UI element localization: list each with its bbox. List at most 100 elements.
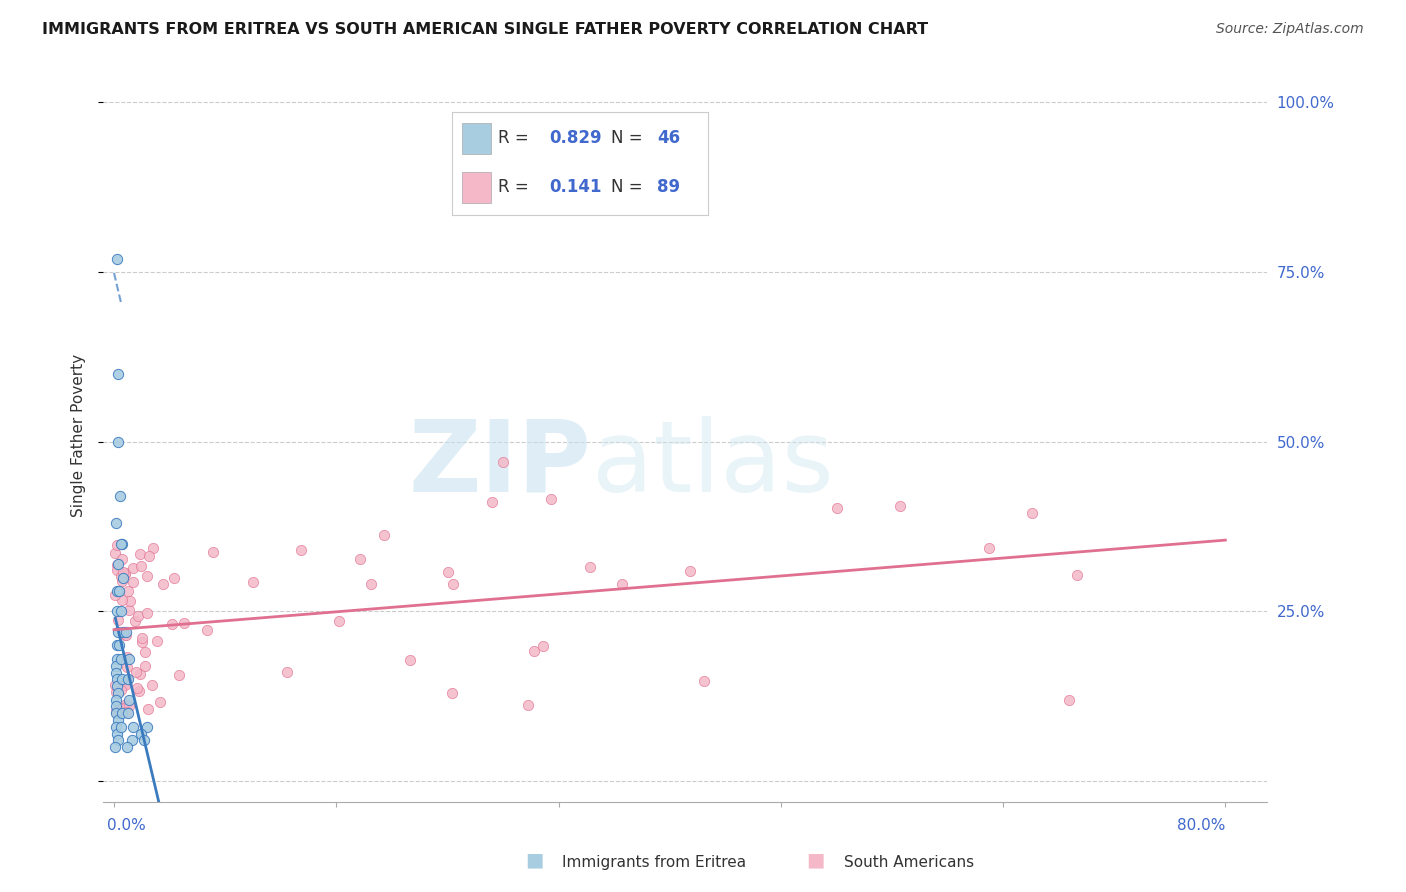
Point xyxy=(105,684,128,698)
Point xyxy=(115,673,138,687)
Point xyxy=(117,584,139,599)
Point xyxy=(441,686,464,700)
Point xyxy=(118,698,141,713)
Point xyxy=(242,575,264,590)
Point xyxy=(127,681,149,695)
Point xyxy=(136,606,159,620)
Point xyxy=(121,561,143,575)
Point xyxy=(481,495,503,509)
Point xyxy=(131,635,153,649)
Point xyxy=(373,528,395,542)
Point xyxy=(117,673,139,687)
Point xyxy=(679,564,702,578)
Point xyxy=(360,577,382,591)
Point xyxy=(124,615,146,629)
Point xyxy=(104,677,127,691)
Point xyxy=(610,577,633,591)
Text: 80.0%: 80.0% xyxy=(1177,819,1226,833)
Point xyxy=(110,605,132,619)
Point xyxy=(148,696,170,710)
Point xyxy=(110,652,132,666)
Point xyxy=(1057,693,1080,707)
Point xyxy=(107,367,129,381)
Point xyxy=(115,624,138,639)
Point xyxy=(134,658,156,673)
Point xyxy=(162,617,184,632)
Text: Source: ZipAtlas.com: Source: ZipAtlas.com xyxy=(1216,22,1364,37)
Point xyxy=(117,650,139,665)
Point xyxy=(693,674,716,689)
Point xyxy=(128,683,150,698)
Point xyxy=(107,557,129,571)
Point xyxy=(112,570,135,584)
Point xyxy=(105,706,128,721)
Point xyxy=(131,632,153,646)
Point xyxy=(441,577,464,591)
Point xyxy=(107,434,129,449)
Text: ■: ■ xyxy=(806,851,825,870)
Point xyxy=(105,584,128,599)
Point xyxy=(523,644,546,658)
Point xyxy=(111,552,134,566)
Point xyxy=(328,614,350,628)
Point xyxy=(129,547,152,561)
Point xyxy=(112,624,135,639)
Point xyxy=(105,252,128,266)
Point xyxy=(110,683,132,698)
Point xyxy=(104,546,127,560)
Point xyxy=(114,628,136,642)
Point xyxy=(108,489,131,503)
Point xyxy=(136,702,159,716)
Point xyxy=(163,571,186,585)
Point xyxy=(104,516,127,531)
Point xyxy=(128,667,150,681)
Text: ZIP: ZIP xyxy=(409,416,592,513)
Point xyxy=(134,645,156,659)
Point xyxy=(977,541,1000,555)
Point xyxy=(531,640,554,654)
Point xyxy=(107,605,129,619)
Point xyxy=(107,733,129,747)
Text: atlas: atlas xyxy=(592,416,834,513)
Point xyxy=(105,673,128,687)
Point xyxy=(111,706,134,721)
Point xyxy=(1021,506,1043,520)
Point xyxy=(398,653,420,667)
Point xyxy=(105,679,128,693)
Point xyxy=(115,705,138,719)
Point xyxy=(136,569,159,583)
Point xyxy=(117,659,139,673)
Point xyxy=(105,558,128,572)
Point xyxy=(114,566,136,580)
Point xyxy=(114,628,136,642)
Point xyxy=(152,577,174,591)
Point xyxy=(146,633,169,648)
Point xyxy=(125,665,148,680)
Point xyxy=(115,740,138,755)
Point xyxy=(492,455,515,469)
Point xyxy=(129,726,152,740)
Point xyxy=(107,686,129,700)
Point xyxy=(202,544,225,558)
Text: IMMIGRANTS FROM ERITREA VS SOUTH AMERICAN SINGLE FATHER POVERTY CORRELATION CHAR: IMMIGRANTS FROM ERITREA VS SOUTH AMERICA… xyxy=(42,22,928,37)
Point xyxy=(579,560,602,574)
Point xyxy=(122,720,145,734)
Point xyxy=(111,574,134,588)
Point xyxy=(107,624,129,639)
Point xyxy=(110,720,132,734)
Point xyxy=(105,563,128,577)
Point xyxy=(107,705,129,719)
Point xyxy=(110,569,132,583)
Text: South Americans: South Americans xyxy=(844,855,974,870)
Point xyxy=(173,615,195,630)
Point xyxy=(290,543,312,558)
Point xyxy=(104,658,127,673)
Point xyxy=(104,699,127,714)
Point xyxy=(436,565,458,579)
Point xyxy=(167,668,190,682)
Point xyxy=(118,692,141,706)
Point xyxy=(110,536,132,550)
Point xyxy=(121,733,143,747)
Point xyxy=(105,720,128,734)
Point xyxy=(108,639,131,653)
